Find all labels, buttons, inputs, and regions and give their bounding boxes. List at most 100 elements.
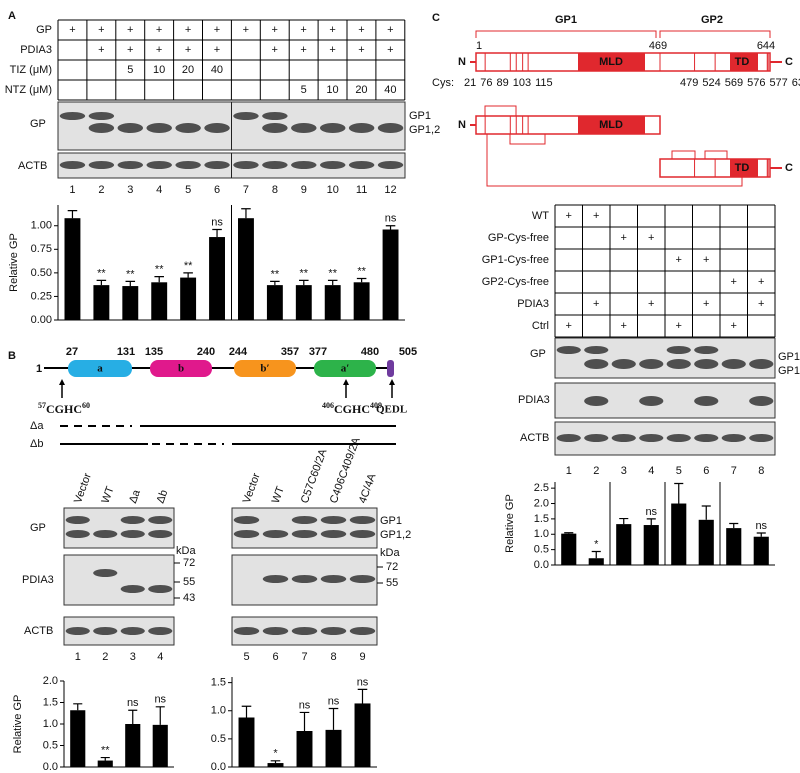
blot-band [319,123,346,133]
cysteine-position: 577 [769,77,787,89]
residue-number: 1 [476,40,482,52]
band-label: GP1,2 [778,365,800,377]
blot-band [233,530,260,538]
bar [325,729,342,767]
table-cell: + [300,24,306,36]
blot-label: PDIA3 [518,394,550,406]
error-bar [356,277,367,283]
bar [588,558,604,565]
blot-band [204,161,230,169]
error-bar [125,280,136,287]
error-bar [299,711,310,731]
bar [295,285,312,320]
blot-band [348,161,375,169]
row-label: Ctrl [532,320,549,332]
bar [152,724,168,767]
blot-band [146,161,172,169]
lane-number: 1 [69,184,75,196]
cysteine-position: 89 [497,77,509,89]
y-tick-label: 0.0 [43,761,58,773]
bar [70,710,86,767]
y-tick-label: 1.5 [43,696,58,708]
bar [122,286,139,320]
blot-band [749,396,774,406]
region-name: TD [735,162,750,174]
bar [151,282,168,320]
cysteine-position: 479 [680,77,698,89]
blot-band [377,161,404,169]
error-bar [385,225,396,230]
table-cell: + [127,44,133,56]
blot-band [93,627,118,635]
cysteine-position: 76 [480,77,492,89]
kda-unit: kDa [176,545,196,557]
table-cell: + [358,24,364,36]
row-label: GP [36,24,52,36]
residue-number: 240 [197,346,215,358]
motif: 406CGHC409 [322,401,382,416]
table-cell: + [566,320,572,332]
cysteine-list: 479524569576577638640 [680,77,800,89]
blot-band [88,161,115,169]
y-tick-label: 1.5 [211,677,226,689]
significance-label: * [594,538,599,550]
error-bar [357,688,368,704]
blot-band [175,123,201,133]
bar [238,218,254,320]
bar [296,731,313,767]
blot-band [556,434,581,442]
motif-position: 60 [82,401,90,410]
significance-label: ns [385,213,397,225]
lane-label: Vector [241,471,263,505]
y-tick-label: 1.0 [43,718,58,730]
table-cell: + [731,320,737,332]
error-bar [619,517,629,525]
blot-band [262,161,288,169]
significance-label: ** [357,265,366,277]
lane-number: 6 [272,651,278,663]
kda-unit: kDa [380,547,400,559]
deletion-label: Δb [30,438,43,450]
cysteine-position: 115 [535,77,553,89]
table-cell: + [127,24,133,36]
y-tick-label: 2.5 [534,482,549,494]
cysteine-position: 576 [747,77,765,89]
error-bar [128,709,138,724]
y-tick-label: 0.5 [43,739,58,751]
blot-band [59,112,86,120]
significance-label: ns [357,676,369,688]
lane-number: 2 [593,465,599,477]
lane-number: 1 [75,651,81,663]
blot-band [291,627,318,635]
blot-band [749,434,774,442]
blot-band [666,346,691,354]
lane-number: 11 [356,184,367,196]
significance-label: ns [299,699,311,711]
significance-label: ** [126,268,135,280]
blot-band [233,112,259,120]
motif: QEDL [376,404,407,416]
y-tick-label: 1.0 [534,528,549,540]
cysteine-label: Cys: [432,77,454,89]
blot-band [611,359,636,369]
blot-band [666,434,691,442]
blot-band [639,434,664,442]
error-bar [96,279,107,286]
table-cell: + [676,320,682,332]
error-bar [212,228,222,238]
table-cell: 40 [211,64,223,76]
blot-band [721,434,746,442]
td-region [730,159,758,177]
blot-band [639,396,664,406]
blot-band [377,123,404,133]
y-tick-label: 1.5 [534,513,549,525]
table-cell: + [758,298,764,310]
error-bar [646,518,656,526]
blot-band [348,123,375,133]
lane-number: 4 [156,184,162,196]
cysteine-list: Cys: 21 76 89 103 115 [432,77,553,89]
blot-band [233,627,260,635]
table-cell: + [69,24,75,36]
blot-band [65,530,90,538]
lane-number: 9 [359,651,365,663]
